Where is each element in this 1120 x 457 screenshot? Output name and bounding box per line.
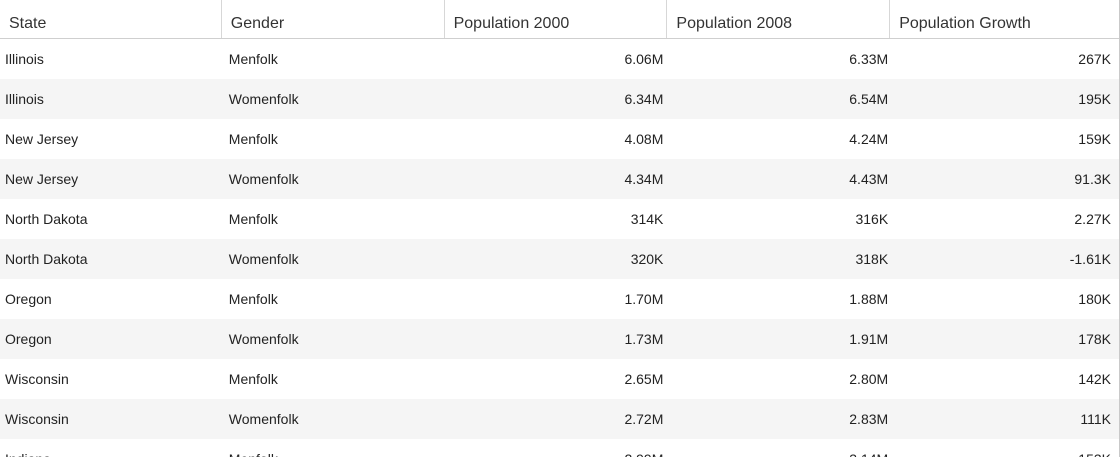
table-row[interactable]: New Jersey Menfolk 4.08M 4.24M 159K: [0, 119, 1119, 159]
population-2000-cell: 6.34M: [624, 91, 664, 107]
population-growth-cell: 178K: [1078, 331, 1111, 347]
gender-cell: Womenfolk: [228, 91, 299, 107]
table-row[interactable]: Wisconsin Menfolk 2.65M 2.80M 142K: [0, 359, 1119, 399]
population-2008-cell: 4.43M: [849, 171, 889, 187]
table-row[interactable]: North Dakota Womenfolk 320K 318K -1.61K: [0, 239, 1119, 279]
column-header-population-2000[interactable]: Population 2000: [445, 0, 668, 38]
table-row[interactable]: Illinois Menfolk 6.06M 6.33M 267K: [0, 39, 1119, 79]
table-row[interactable]: Illinois Womenfolk 6.34M 6.54M 195K: [0, 79, 1119, 119]
table-body: Illinois Menfolk 6.06M 6.33M 267K Illinois Wom…: [0, 39, 1119, 457]
population-2000-cell: 1.70M: [624, 291, 664, 307]
population-2000-cell: 2.72M: [624, 411, 664, 427]
population-2008-cell: 1.88M: [849, 291, 889, 307]
population-growth-cell: 111K: [1080, 411, 1111, 427]
population-2008-cell: 4.24M: [849, 131, 889, 147]
population-growth-cell: 91.3K: [1074, 171, 1111, 187]
population-growth-cell: 180K: [1078, 291, 1111, 307]
gender-cell: Menfolk: [228, 51, 278, 67]
population-2000-cell: 1.73M: [624, 331, 664, 347]
population-growth-cell: -1.61K: [1069, 251, 1111, 267]
gender-cell: Menfolk: [228, 211, 278, 227]
population-2000-cell: 320K: [630, 251, 664, 267]
state-cell: Illinois: [5, 51, 44, 67]
state-cell: Wisconsin: [5, 411, 69, 427]
table-row[interactable]: Wisconsin Womenfolk 2.72M 2.83M 111K: [0, 399, 1119, 439]
column-header-population-2008[interactable]: Population 2008: [667, 0, 891, 38]
population-2000-cell: 6.06M: [624, 51, 664, 67]
population-2000-cell: 4.34M: [624, 171, 664, 187]
state-cell: Oregon: [5, 331, 52, 347]
gender-cell: Menfolk: [228, 131, 278, 147]
population-growth-cell: 2.27K: [1074, 211, 1111, 227]
column-header-state[interactable]: State: [0, 0, 222, 38]
table-row[interactable]: Oregon Menfolk 1.70M 1.88M 180K: [0, 279, 1119, 319]
state-cell: Wisconsin: [5, 371, 69, 387]
gender-cell: Womenfolk: [228, 251, 299, 267]
population-2000-cell: 4.08M: [624, 131, 664, 147]
state-cell: North Dakota: [5, 211, 88, 227]
table-row[interactable]: Oregon Womenfolk 1.73M 1.91M 178K: [0, 319, 1119, 359]
population-growth-cell: 195K: [1078, 91, 1111, 107]
gender-cell: Menfolk: [228, 291, 278, 307]
population-2008-cell: 3.14M: [667, 451, 890, 457]
population-2008-cell: 6.54M: [849, 91, 889, 107]
column-header-population-growth[interactable]: Population Growth: [899, 15, 1031, 32]
state-cell: New Jersey: [5, 131, 79, 147]
population-growth-cell: 267K: [1078, 51, 1111, 67]
population-2008-cell: 316K: [855, 211, 889, 227]
state-cell: Indiana: [0, 451, 222, 457]
population-growth-cell: 142K: [1078, 371, 1111, 387]
table-row[interactable]: North Dakota Menfolk 314K 316K 2.27K: [0, 199, 1119, 239]
state-cell: Oregon: [5, 291, 52, 307]
table-row[interactable]: New Jersey Womenfolk 4.34M 4.43M 91.3K: [0, 159, 1119, 199]
gender-cell: Menfolk: [228, 371, 278, 387]
state-cell: Illinois: [5, 91, 44, 107]
column-header-gender[interactable]: Gender: [222, 0, 445, 38]
gender-cell: Womenfolk: [228, 411, 299, 427]
population-2000-cell: 314K: [630, 211, 664, 227]
population-2008-cell: 2.83M: [849, 411, 889, 427]
gender-cell: Menfolk: [222, 451, 445, 457]
population-2008-cell: 2.80M: [849, 371, 889, 387]
population-2000-cell: 2.65M: [624, 371, 664, 387]
population-2008-cell: 1.91M: [849, 331, 889, 347]
population-2008-cell: 6.33M: [849, 51, 889, 67]
gender-cell: Womenfolk: [228, 171, 299, 187]
gender-cell: Womenfolk: [228, 331, 299, 347]
population-2008-cell: 318K: [855, 251, 889, 267]
table-header: State Gender Population 2000 Population …: [0, 0, 1119, 39]
population-2000-cell: 2.99M: [445, 451, 668, 457]
population-growth-cell: 153K: [890, 451, 1119, 457]
population-growth-cell: 159K: [1078, 131, 1111, 147]
table-row[interactable]: IndianaMenfolk2.99M3.14M153K: [0, 439, 1119, 457]
state-cell: New Jersey: [5, 171, 79, 187]
state-cell: North Dakota: [5, 251, 88, 267]
